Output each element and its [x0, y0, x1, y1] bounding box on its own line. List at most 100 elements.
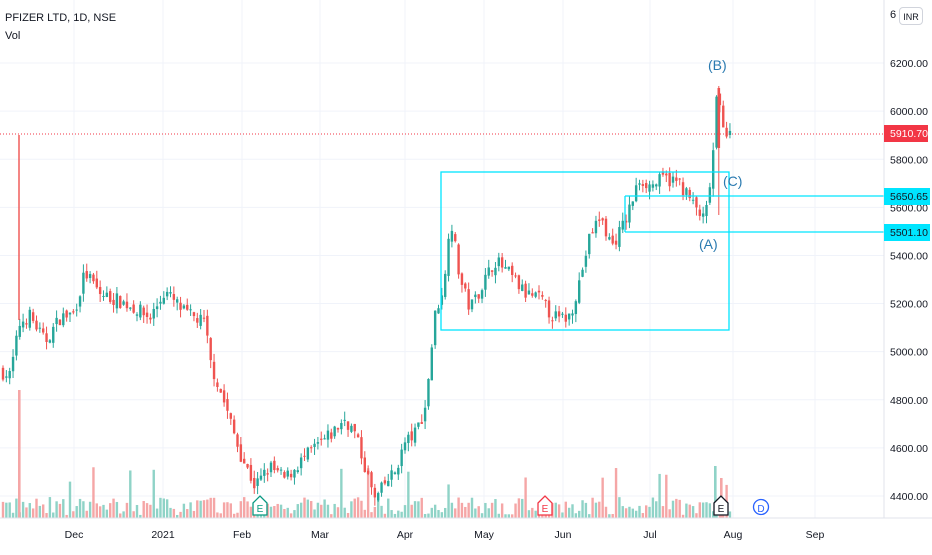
time-tick-label: Mar: [311, 529, 330, 541]
wave-label-a[interactable]: (A): [699, 236, 718, 252]
range-rectangle[interactable]: [440, 171, 730, 331]
volume-bar: [527, 510, 531, 518]
volume-bar: [578, 510, 581, 518]
price-tick-label: 5400.00: [890, 250, 928, 262]
volume-bar: [1, 501, 5, 518]
volume-bar: [531, 507, 534, 518]
candle-body: [360, 437, 363, 459]
candle-body: [564, 314, 567, 322]
volume-bar: [433, 504, 437, 518]
candle-body: [554, 311, 557, 319]
candle-body: [460, 273, 464, 285]
volume-bar: [226, 502, 229, 518]
wave-label-c[interactable]: (C): [723, 173, 742, 189]
volume-bar: [588, 514, 591, 518]
earnings-marker[interactable]: [537, 495, 553, 516]
time-axis: Dec 2021 Feb Mar Apr May Jun Jul Aug Sep: [0, 517, 932, 541]
candle-body: [574, 301, 578, 315]
volume-bar: [584, 502, 588, 518]
volume-bar: [671, 500, 675, 518]
volume-bar: [427, 513, 430, 518]
candle-body: [356, 434, 360, 438]
candle-body: [98, 286, 102, 295]
currency-button[interactable]: INR: [899, 7, 923, 25]
wave-label-b[interactable]: (B): [708, 57, 727, 73]
candle-body: [584, 255, 588, 267]
volume-bar: [554, 502, 557, 518]
time-tick-label: Feb: [233, 529, 251, 541]
volume-bar: [698, 502, 701, 518]
volume-bar: [139, 514, 142, 518]
volume-bar: [232, 513, 236, 518]
candle-body: [289, 473, 293, 478]
volume-bar: [661, 506, 665, 518]
event-marker-letter: D: [757, 504, 764, 515]
candle-body: [698, 209, 701, 216]
candle-body: [45, 333, 48, 342]
candle-body: [95, 278, 98, 288]
volume-bar: [393, 513, 397, 518]
earnings-marker[interactable]: [713, 495, 729, 516]
candle-body: [433, 310, 437, 346]
price-tick-label: 6000.00: [890, 106, 928, 118]
candle-body: [346, 421, 350, 430]
volume-bar: [678, 499, 681, 518]
candle-body: [176, 299, 179, 303]
volume-bar: [561, 512, 564, 518]
last-price-badge[interactable]: [884, 125, 928, 142]
volume-bar: [95, 503, 98, 518]
volume-bar: [410, 504, 413, 518]
candle-body: [296, 470, 299, 473]
volume-bar: [655, 501, 658, 518]
volume-bar: [373, 506, 377, 518]
candle-body: [276, 468, 279, 471]
volume-bar: [400, 511, 403, 518]
candle-body: [155, 306, 159, 310]
volume-bar: [316, 502, 320, 518]
volume-bar: [42, 504, 45, 518]
volume-bar: [105, 509, 109, 518]
earnings-marker[interactable]: [252, 495, 268, 516]
volume-bar: [98, 506, 102, 518]
volume-bar: [695, 513, 698, 518]
time-tick-label: Sep: [806, 529, 825, 541]
candle-body: [1, 367, 5, 380]
volume-bar: [413, 501, 417, 518]
volume-indicator-label[interactable]: Vol: [5, 30, 21, 42]
symbol-title[interactable]: PFIZER LTD, 1D, NSE: [5, 12, 117, 24]
volume-bar: [490, 502, 494, 518]
volume-bar: [618, 497, 621, 518]
candle-body: [330, 432, 333, 439]
candle-body: [413, 427, 417, 443]
candle-body: [62, 313, 65, 326]
candle-body: [722, 105, 725, 128]
volume-bar: [534, 510, 537, 518]
volume-bar: [323, 499, 326, 518]
candle-body: [517, 275, 521, 290]
volume-bar: [122, 511, 125, 518]
level-badge-lower[interactable]: [884, 224, 930, 241]
event-marker-letter: E: [542, 504, 549, 515]
candle-body: [480, 290, 484, 299]
time-tick-label: May: [474, 529, 495, 541]
volume-bar: [500, 503, 504, 518]
candle-body: [728, 130, 732, 136]
candle-body: [383, 480, 387, 484]
candle-body: [132, 304, 135, 313]
candle-body: [266, 473, 269, 475]
volume-bar: [88, 501, 92, 518]
candle-body: [299, 457, 303, 469]
level-badge-upper[interactable]: [884, 188, 930, 205]
volume-bar: [102, 504, 105, 518]
volume-bar: [25, 507, 28, 518]
candle-body: [521, 284, 524, 291]
candle-body: [420, 422, 423, 424]
candle-body: [373, 487, 377, 498]
candle-body: [229, 413, 232, 419]
volume-bar: [624, 508, 628, 518]
dividend-marker[interactable]: [752, 498, 770, 516]
candle-body: [206, 315, 209, 336]
